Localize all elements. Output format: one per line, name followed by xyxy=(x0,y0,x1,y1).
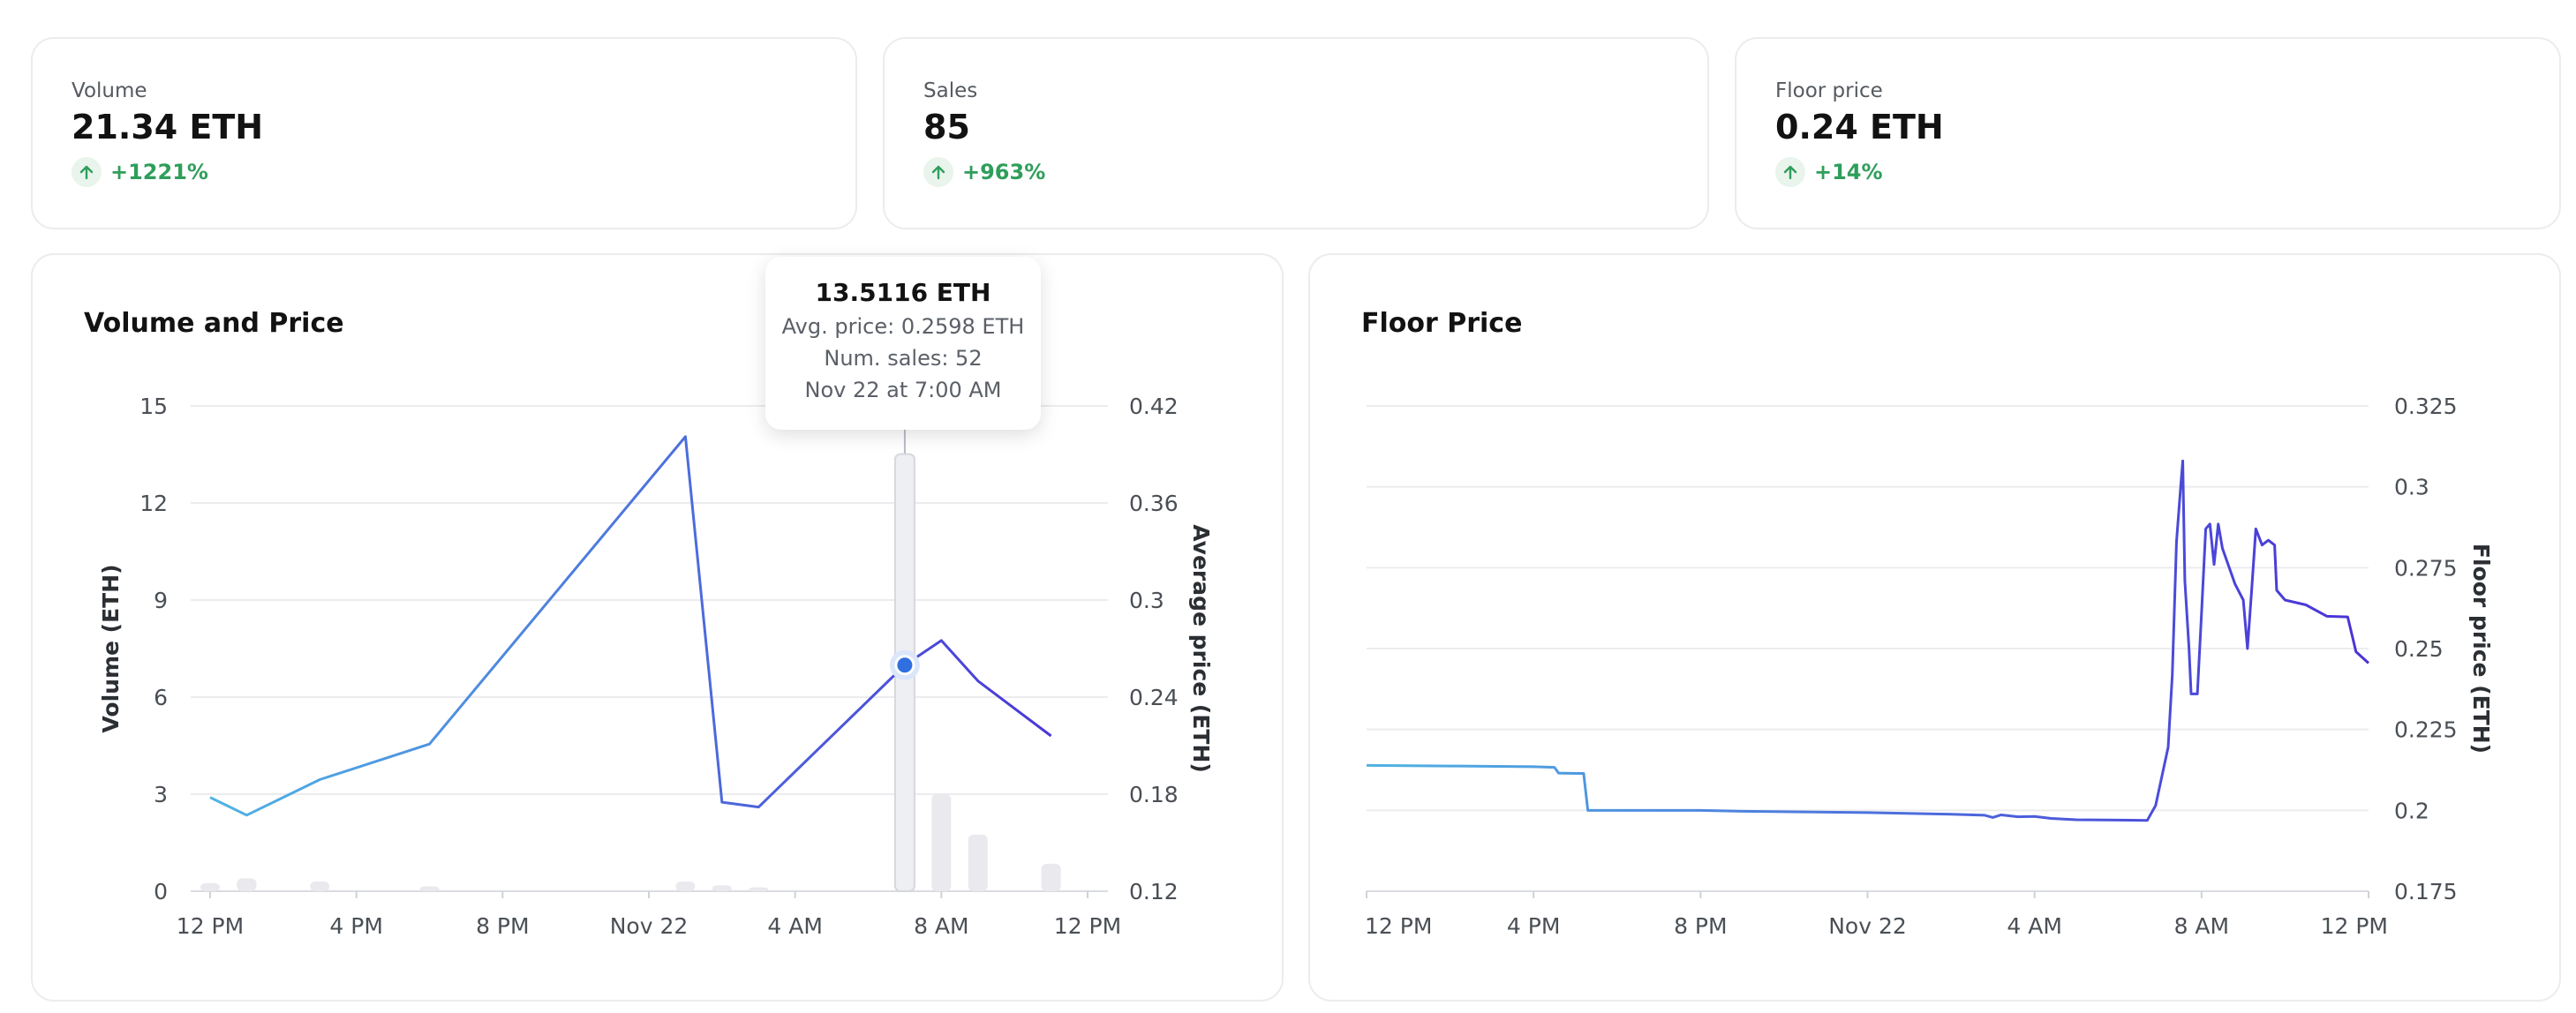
volume-stat-label: Volume xyxy=(72,79,147,102)
volume-stat-change: +1221% xyxy=(72,157,208,187)
y-tick-label: 12 xyxy=(139,491,168,516)
volume-stat-card: Volume 21.34 ETH +1221% xyxy=(31,37,857,229)
y-tick-label: 0.25 xyxy=(2394,636,2444,662)
floor-price-line xyxy=(1366,459,2370,822)
y-tick-label: 0.275 xyxy=(2394,555,2458,581)
y-tick-label: 0.325 xyxy=(2394,394,2458,419)
volume-change-percent: +1221% xyxy=(110,160,208,184)
floor-price-stat-value: 0.24 ETH xyxy=(1775,108,1944,146)
floor-price-chart-card: Floor Price xyxy=(1308,253,2561,1002)
y-tick-label: 3 xyxy=(154,782,168,807)
x-tick-label: 4 AM xyxy=(2007,913,2062,939)
y-tick-label: 0 xyxy=(154,879,168,904)
volume-bar xyxy=(749,887,769,891)
x-tick-label: 12 PM xyxy=(177,913,244,939)
x-tick-label: 8 AM xyxy=(2174,913,2230,939)
y-tick-label: 6 xyxy=(154,685,168,710)
y2-tick-label: 0.36 xyxy=(1129,491,1179,516)
volume-bar xyxy=(968,834,988,891)
x-tick-label: 8 PM xyxy=(1674,913,1728,939)
sales-stat-card: Sales 85 +963% xyxy=(883,37,1709,229)
volume-bar xyxy=(200,882,220,891)
x-tick-label: 12 PM xyxy=(2321,913,2388,939)
volume-bar xyxy=(931,794,952,891)
floor-price-chart-title: Floor Price xyxy=(1361,308,1523,339)
x-tick-label: 4 PM xyxy=(1507,913,1561,939)
x-tick-label: 4 AM xyxy=(767,913,823,939)
y-tick-label: 15 xyxy=(139,394,168,419)
volume-bar xyxy=(237,878,257,891)
sales-stat-value: 85 xyxy=(923,108,970,146)
y2-tick-label: 0.3 xyxy=(1129,588,1164,613)
arrow-up-icon xyxy=(1775,157,1805,187)
y2-tick-label: 0.42 xyxy=(1129,394,1179,419)
sales-change-percent: +963% xyxy=(962,160,1046,184)
y-tick-label: 9 xyxy=(154,588,168,613)
y-tick-label: 0.225 xyxy=(2394,717,2458,743)
volume-bar xyxy=(419,886,440,891)
y-tick-label: 0.2 xyxy=(2394,798,2429,823)
x-tick-label: 4 PM xyxy=(329,913,383,939)
average-price-line xyxy=(209,435,1052,817)
chart-tooltip: 13.5116 ETH Avg. price: 0.2598 ETH Num. … xyxy=(765,257,1041,430)
volume-stat-value: 21.34 ETH xyxy=(72,108,264,146)
arrow-up-icon xyxy=(923,157,953,187)
volume-price-chart-title: Volume and Price xyxy=(84,308,344,339)
floor-price-stat-change: +14% xyxy=(1775,157,1883,187)
floor-price-axis-title: Floor price (ETH) xyxy=(2468,544,2494,754)
tooltip-avg-price: Avg. price: 0.2598 ETH xyxy=(781,314,1025,339)
x-tick-label: 12 PM xyxy=(1054,913,1121,939)
y2-tick-label: 0.18 xyxy=(1129,782,1179,807)
sales-stat-label: Sales xyxy=(923,79,978,102)
tooltip-num-sales: Num. sales: 52 xyxy=(824,346,983,371)
tooltip-time: Nov 22 at 7:00 AM xyxy=(804,378,1002,402)
x-tick-label: Nov 22 xyxy=(1828,913,1907,939)
volume-bar xyxy=(1041,863,1061,891)
y-tick-label: 0.175 xyxy=(2394,879,2458,904)
y-tick-label: 0.3 xyxy=(2394,475,2429,500)
x-tick-label: 12 PM xyxy=(1365,913,1432,939)
y2-tick-label: 0.12 xyxy=(1129,879,1179,904)
volume-axis-title: Volume (ETH) xyxy=(98,564,124,732)
arrow-up-icon xyxy=(72,157,102,187)
floor-price-change-percent: +14% xyxy=(1814,160,1883,184)
hover-marker xyxy=(894,655,915,676)
volume-price-chart-card: Volume and Price xyxy=(31,253,1284,1002)
tooltip-volume: 13.5116 ETH xyxy=(815,278,991,307)
x-tick-label: 8 AM xyxy=(914,913,969,939)
x-tick-label: Nov 22 xyxy=(610,913,689,939)
volume-bar xyxy=(310,882,330,891)
floor-price-stat-card: Floor price 0.24 ETH +14% xyxy=(1735,37,2561,229)
x-tick-label: 8 PM xyxy=(476,913,530,939)
volume-bar xyxy=(712,885,732,891)
sales-stat-change: +963% xyxy=(923,157,1045,187)
floor-price-stat-label: Floor price xyxy=(1775,79,1883,102)
y2-tick-label: 0.24 xyxy=(1129,685,1179,710)
volume-bar xyxy=(675,882,696,891)
average-price-axis-title: Average price (ETH) xyxy=(1188,524,1214,773)
